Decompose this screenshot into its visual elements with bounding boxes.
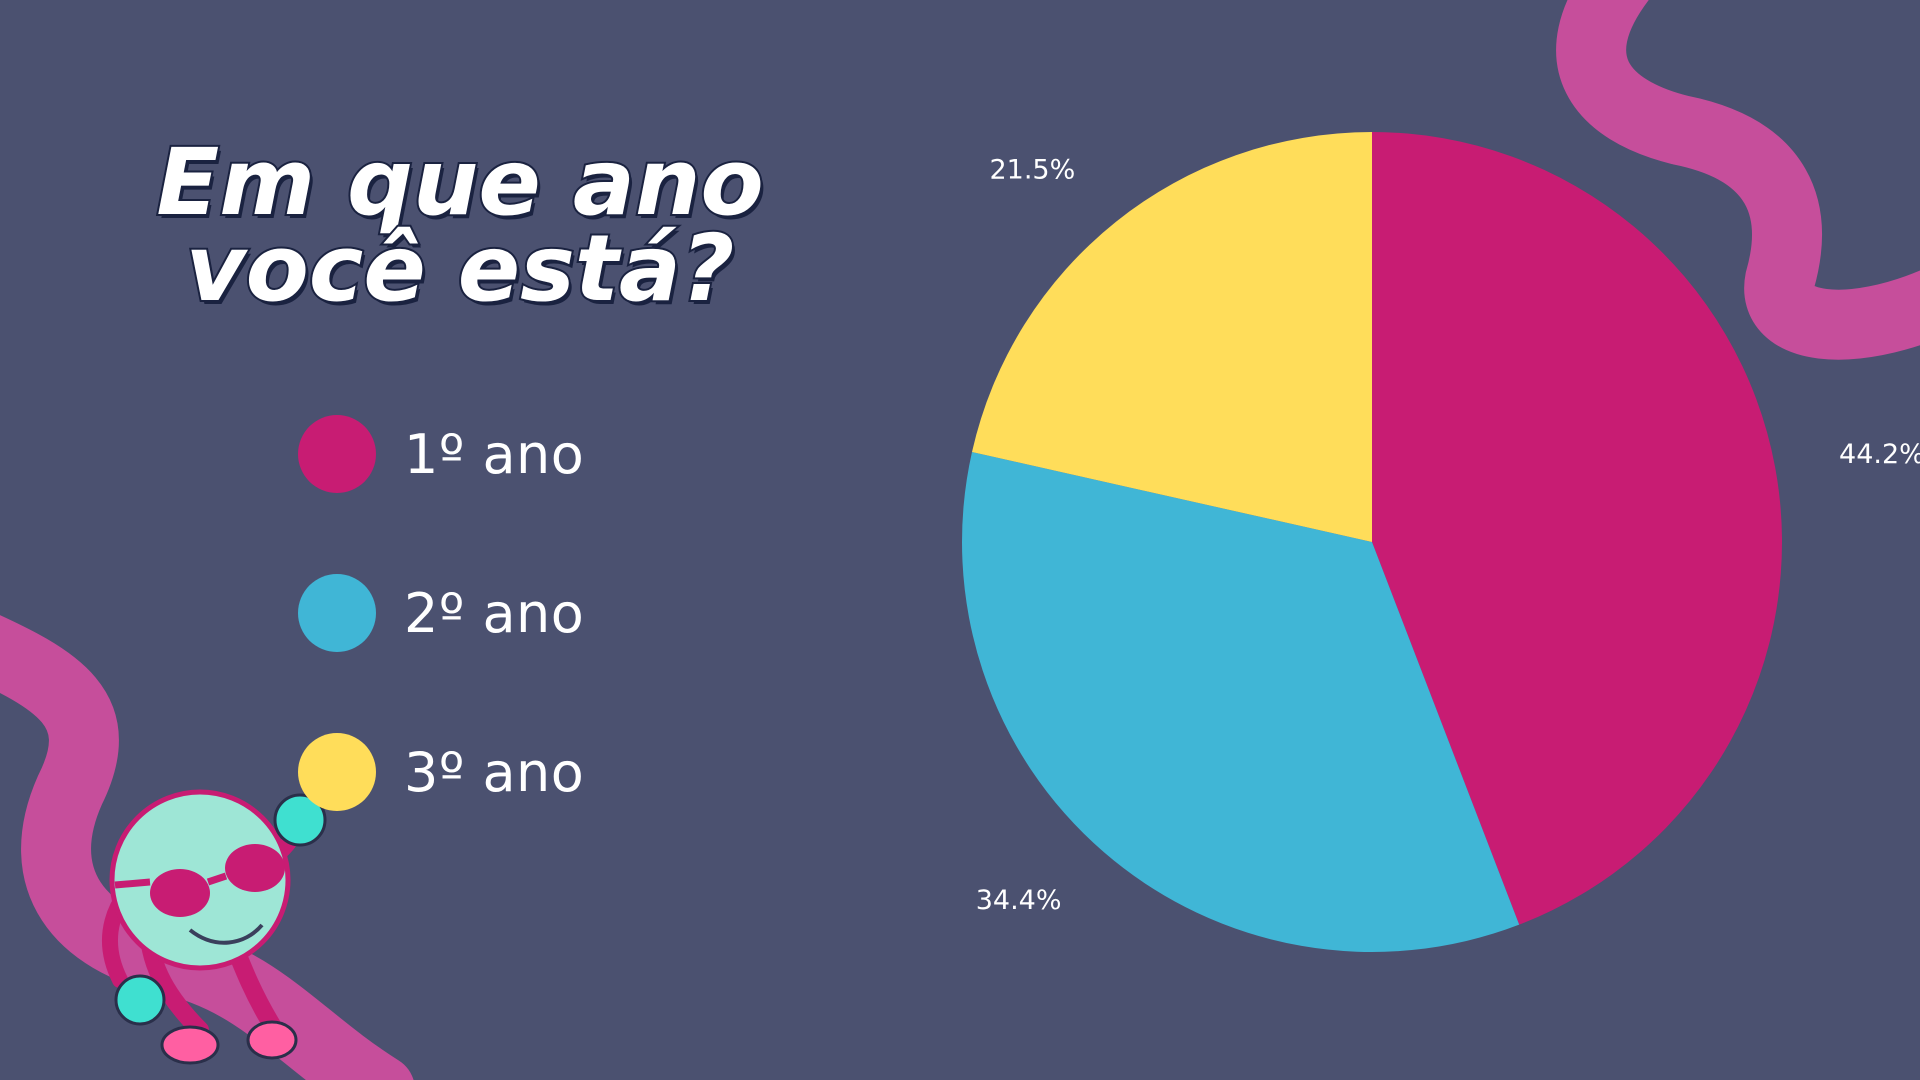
legend-label-2-ano: 2º ano [404,581,585,645]
legend-swatch-2-ano [298,574,376,652]
pie-slice-1 [1372,132,1782,925]
squiggle-bottom-left [0,615,414,1080]
squiggle-top-right [1556,0,1920,360]
page-title: Em que ano você está? [154,129,765,322]
pie-label-1: 44.2% [1839,439,1920,470]
legend-swatch-3-ano [298,733,376,811]
legend-item-2-ano: 2º ano [298,574,584,652]
pie-label-2: 34.4% [976,885,1062,916]
legend-label-3-ano: 3º ano [404,740,585,804]
legend-item-3-ano: 3º ano [298,733,584,811]
mascot-icon [102,789,327,1065]
pie-slice-3 [971,132,1372,542]
legend-item-1-ano: 1º ano [298,415,584,493]
chart-legend: 1º ano 2º ano 3º ano [298,415,584,892]
legend-swatch-1-ano [298,415,376,493]
pie-slice-2 [962,452,1520,953]
pie-label-3: 21.5% [989,155,1075,186]
legend-label-1-ano: 1º ano [404,422,585,486]
